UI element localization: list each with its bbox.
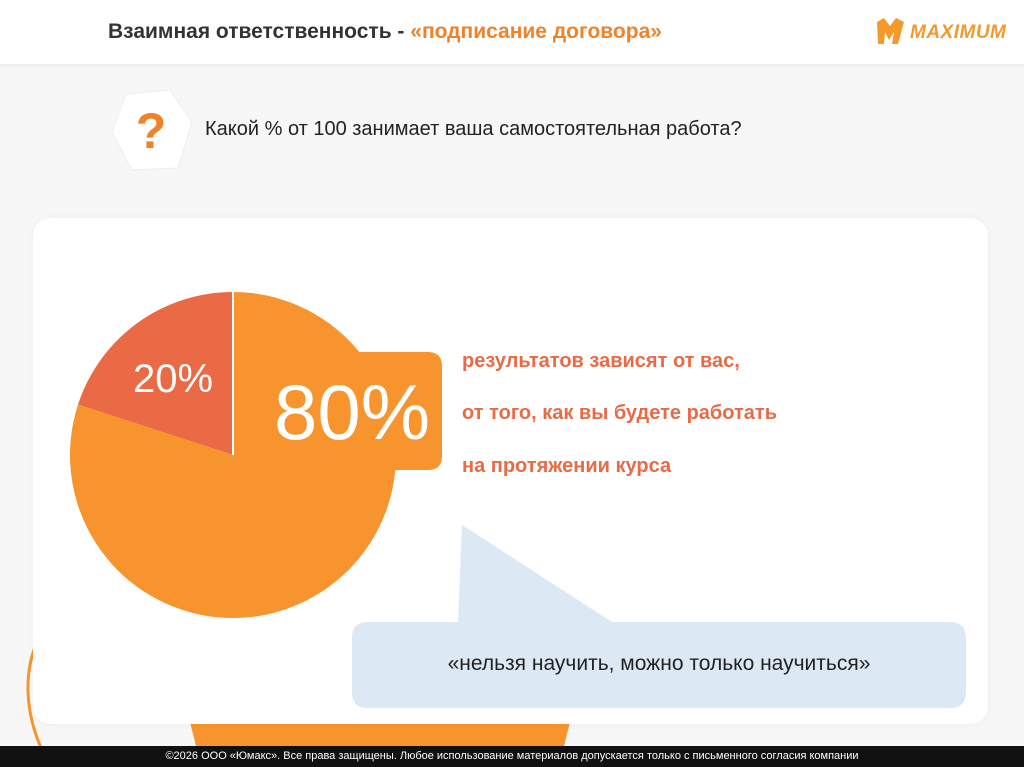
logo-text: MAXIMUM — [910, 22, 1007, 43]
logo-mark-icon — [877, 18, 904, 44]
question-mark-icon: ? — [111, 89, 193, 171]
question-text: Какой % от 100 занимает ваша самостоятел… — [205, 118, 742, 140]
page-title: Взаимная ответственность - «подписание д… — [108, 20, 662, 44]
pie-label-20: 20% — [133, 357, 213, 401]
result-line-1: результатов зависят от вас, — [462, 350, 740, 372]
quote-text: «нельзя научить, можно только научиться» — [447, 652, 871, 675]
callout-tab — [270, 352, 442, 470]
question-mark-glyph: ? — [136, 103, 167, 159]
result-line-3: на протяжении курса — [462, 455, 672, 477]
result-line-2: от того, как вы будете работать — [462, 402, 778, 424]
title-main: Взаимная ответственность - — [108, 20, 411, 43]
pie-slice-20 — [77, 292, 234, 455]
title-accent: «подписание договора» — [410, 20, 662, 43]
header-bar: Взаимная ответственность - «подписание д… — [0, 0, 1024, 64]
maximum-logo: MAXIMUM — [874, 14, 1014, 50]
footer-copyright: ©2026 ООО «Юмакс». Все права защищены. Л… — [0, 746, 1024, 767]
pie-label-80: 80% — [274, 368, 430, 456]
